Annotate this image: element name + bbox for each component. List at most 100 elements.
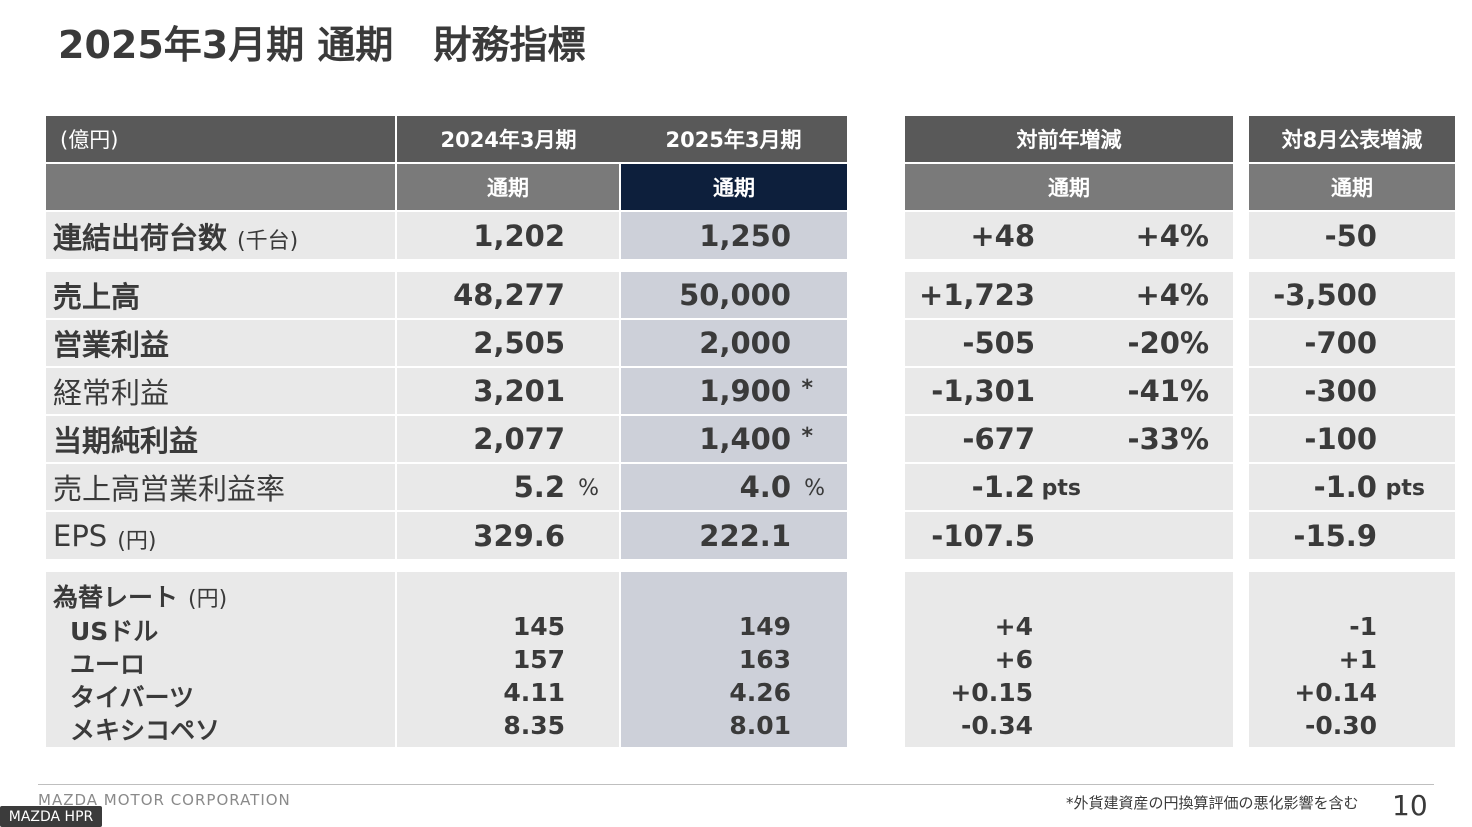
fx-name-thb: タイバーツ (70, 683, 195, 712)
fx-unit: (円) (188, 587, 228, 612)
fx-thb-curr: 4.26 (729, 678, 791, 707)
op-margin-yoy: -1.2 (971, 470, 1035, 504)
prev-full-year-subheader: 通期 (397, 164, 619, 210)
eps-curr-cell: 222.1 (621, 512, 847, 559)
shipments-yoy-pct: +4% (1135, 218, 1209, 253)
eps-curr: 222.1 (699, 518, 791, 553)
shipments-yoy: +48 (970, 218, 1035, 253)
blank-subheader (46, 164, 395, 210)
op-income-yoy-cell: -505 -20% (905, 320, 1233, 366)
ordinary-vs-cell: -300 (1249, 368, 1455, 414)
op-margin-curr-cell: 4.0 % (621, 464, 847, 510)
ordinary-vs: -300 (1304, 374, 1377, 408)
fx-name-mxn: メキシコペソ (70, 716, 221, 745)
fx-curr-block: 149 163 4.26 8.01 (621, 572, 847, 747)
fx-eur-prev: 157 (512, 645, 565, 674)
row-label-net-income: 当期純利益 (46, 416, 395, 462)
op-income-yoy-pct: -20% (1127, 326, 1209, 360)
op-income-yoy: -505 (962, 326, 1035, 360)
fx-yoy-block: +4 +6 +0.15 -0.34 (905, 572, 1233, 747)
prev-year-header: 2024年3月期 (440, 128, 577, 152)
revenue-label: 売上高 (53, 280, 141, 314)
eps-vs: -15.9 (1293, 518, 1377, 553)
shipments-curr-cell: 1,250 (621, 212, 847, 259)
eps-prev: 329.6 (473, 518, 565, 553)
ordinary-prev: 3,201 (473, 374, 565, 408)
revenue-yoy: +1,723 (918, 278, 1035, 312)
fx-usd-prev: 145 (512, 612, 565, 641)
op-income-vs: -700 (1304, 326, 1377, 360)
shipments-label: 連結出荷台数 (53, 220, 228, 255)
fx-eur-yoy: +6 (994, 645, 1033, 674)
op-margin-yoy-unit: pts (1041, 476, 1081, 501)
net-income-yoy: -677 (962, 422, 1035, 456)
fx-thb-prev: 4.11 (503, 678, 565, 707)
fx-prev-block: 145 157 4.11 8.35 (397, 572, 619, 747)
ordinary-prev-cell: 3,201 (397, 368, 619, 414)
fx-vs-block: -1 +1 +0.14 -0.30 (1249, 572, 1455, 747)
fx-mxn-prev: 8.35 (503, 711, 565, 740)
shipments-unit: (千台) (237, 228, 299, 254)
op-income-curr: 2,000 (699, 326, 791, 360)
revenue-vs: -3,500 (1273, 278, 1377, 312)
page-title: 2025年3月期 通期 財務指標 (58, 14, 585, 69)
revenue-curr: 50,000 (679, 278, 791, 312)
op-margin-curr-unit: % (804, 476, 825, 501)
fx-name-eur: ユーロ (70, 650, 146, 679)
row-label-ordinary: 経常利益 (46, 368, 395, 414)
revenue-prev: 48,277 (453, 278, 565, 312)
op-income-prev-cell: 2,505 (397, 320, 619, 366)
op-margin-yoy-cell: -1.2 pts (905, 464, 1233, 510)
row-label-revenue: 売上高 (46, 272, 395, 318)
ordinary-asterisk: * (801, 376, 813, 401)
fx-usd-yoy: +4 (994, 612, 1033, 641)
vs-full-year-subheader: 通期 (1249, 164, 1455, 210)
net-income-prev: 2,077 (473, 422, 565, 456)
revenue-prev-cell: 48,277 (397, 272, 619, 318)
fx-label-block: 為替レート (円) USドル ユーロ タイバーツ メキシコペソ (46, 572, 395, 747)
shipments-yoy-cell: +48 +4% (905, 212, 1233, 259)
fx-mxn-yoy: -0.34 (960, 711, 1033, 740)
net-income-vs-cell: -100 (1249, 416, 1455, 462)
op-margin-curr: 4.0 (739, 470, 791, 504)
revenue-curr-cell: 50,000 (621, 272, 847, 318)
fx-usd-vs: -1 (1349, 612, 1377, 641)
fx-title: 為替レート (円) (53, 578, 227, 614)
fx-mxn-vs: -0.30 (1304, 711, 1377, 740)
net-income-curr-cell: 1,400 * (621, 416, 847, 462)
ordinary-curr-cell: 1,900 * (621, 368, 847, 414)
fx-thb-yoy: +0.15 (950, 678, 1033, 707)
fx-label: 為替レート (53, 583, 179, 612)
op-margin-label: 売上高営業利益率 (53, 472, 286, 506)
fx-mxn-curr: 8.01 (729, 711, 791, 740)
row-label-eps: EPS (円) (46, 512, 395, 559)
curr-year-header: 2025年3月期 (665, 128, 802, 152)
curr-full-year-subheader: 通期 (621, 164, 847, 210)
op-margin-prev: 5.2 (513, 470, 565, 504)
op-margin-vs-cell: -1.0 pts (1249, 464, 1455, 510)
fx-eur-vs: +1 (1338, 645, 1377, 674)
revenue-vs-cell: -3,500 (1249, 272, 1455, 318)
row-label-shipments: 連結出荷台数 (千台) (46, 212, 395, 259)
footnote: *外貨建資産の円換算評価の悪化影響を含む (1066, 794, 1359, 812)
watermark-badge: MAZDA HPR (0, 806, 102, 827)
company-name: MAZDA MOTOR CORPORATION (38, 791, 291, 809)
op-margin-prev-unit: % (578, 476, 599, 501)
eps-unit: (円) (117, 528, 157, 554)
fx-usd-curr: 149 (738, 612, 791, 641)
net-income-yoy-cell: -677 -33% (905, 416, 1233, 462)
shipments-prev: 1,202 (473, 218, 565, 253)
eps-prev-cell: 329.6 (397, 512, 619, 559)
net-income-prev-cell: 2,077 (397, 416, 619, 462)
revenue-yoy-cell: +1,723 +4% (905, 272, 1233, 318)
op-income-curr-cell: 2,000 (621, 320, 847, 366)
footer-divider (38, 784, 1434, 785)
ordinary-yoy-cell: -1,301 -41% (905, 368, 1233, 414)
eps-yoy-cell: -107.5 (905, 512, 1233, 559)
shipments-prev-cell: 1,202 (397, 212, 619, 259)
op-margin-prev-cell: 5.2 % (397, 464, 619, 510)
eps-yoy: -107.5 (931, 518, 1035, 553)
yoy-full-year-subheader: 通期 (905, 164, 1233, 210)
year-header-group: 2024年3月期 2025年3月期 (397, 116, 847, 162)
ordinary-label: 経常利益 (53, 376, 170, 410)
